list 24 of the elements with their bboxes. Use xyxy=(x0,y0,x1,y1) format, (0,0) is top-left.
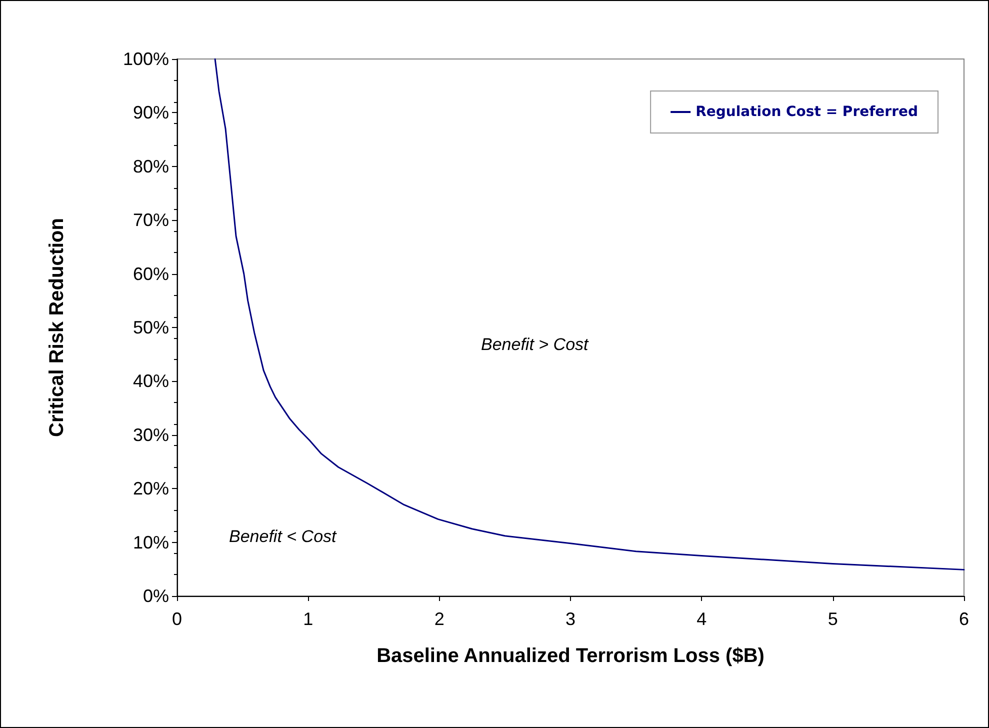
y-tick-label: 50% xyxy=(132,318,169,338)
y-tick-label: 80% xyxy=(132,156,169,176)
y-tick-label: 100% xyxy=(122,49,169,69)
y-axis-title: Critical Risk Reduction xyxy=(46,218,68,437)
x-tick-label: 1 xyxy=(303,609,314,629)
y-tick-label: 10% xyxy=(132,532,169,552)
annotation: Benefit > Cost xyxy=(481,335,590,354)
y-tick-label: 40% xyxy=(132,371,169,392)
legend-label: Regulation Cost = Preferred xyxy=(696,104,918,120)
x-axis-title: Baseline Annualized Terrorism Loss ($B) xyxy=(376,645,764,667)
x-tick-label: 0 xyxy=(172,609,182,629)
y-tick-label: 60% xyxy=(132,264,169,284)
y-tick-label: 70% xyxy=(132,210,169,230)
line-series xyxy=(214,58,965,570)
x-tick-label: 4 xyxy=(696,609,707,629)
y-tick-label: 90% xyxy=(132,102,169,123)
y-tick-label: 20% xyxy=(132,478,169,499)
annotation: Benefit < Cost xyxy=(229,527,338,546)
x-tick-label: 2 xyxy=(434,609,444,629)
x-tick-label: 6 xyxy=(958,609,970,629)
x-tick-label: 3 xyxy=(565,609,576,629)
y-tick-label: 30% xyxy=(132,424,169,445)
x-tick-label: 5 xyxy=(828,609,838,629)
y-tick-label: 0% xyxy=(142,586,169,606)
